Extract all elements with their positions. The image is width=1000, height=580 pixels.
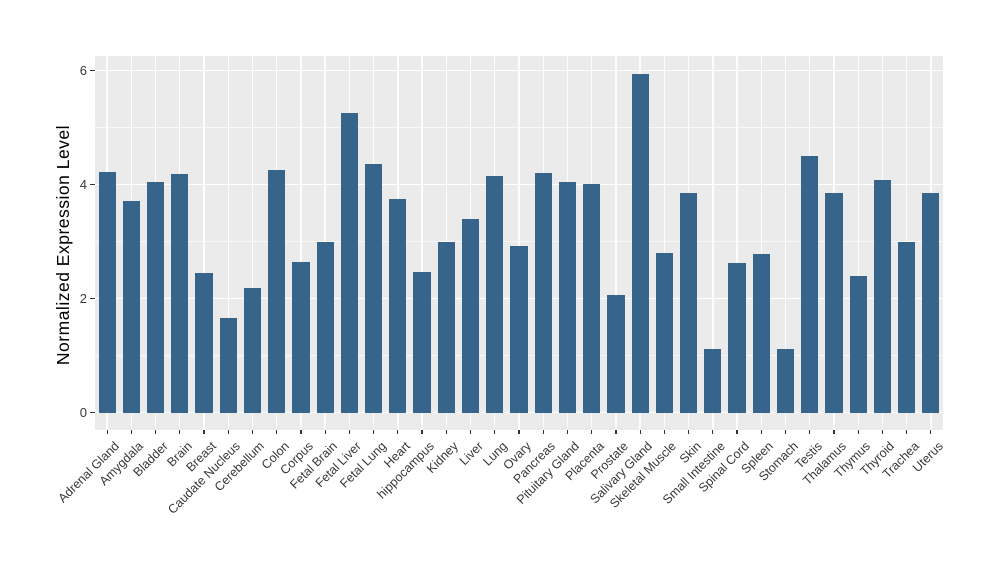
bar: [679, 193, 698, 413]
bar: [583, 183, 601, 413]
x-tick-mark: [736, 430, 738, 434]
bar: [607, 294, 625, 413]
bar: [171, 174, 189, 413]
x-tick-mark: [784, 430, 787, 434]
x-tick-mark: [203, 430, 205, 434]
y-axis-title: Normalized Expression Level: [53, 124, 73, 366]
gridline-vertical: [615, 56, 617, 430]
gridline-vertical: [227, 56, 229, 430]
bar: [98, 172, 116, 413]
bar: [461, 219, 480, 413]
x-tick-mark: [106, 430, 108, 434]
bar: [510, 246, 528, 413]
x-tick-mark: [688, 430, 690, 434]
bar: [292, 262, 310, 413]
y-tick-mark: [90, 184, 95, 186]
x-tick-mark: [397, 430, 399, 434]
x-tick-mark: [906, 430, 908, 434]
y-tick-label: 4: [79, 176, 87, 192]
x-tick-mark: [227, 430, 229, 434]
gridline-vertical: [784, 56, 787, 430]
bar: [801, 155, 819, 413]
bar: [631, 74, 649, 413]
x-tick-mark: [373, 430, 375, 434]
bar: [558, 181, 577, 413]
x-tick-mark: [881, 430, 884, 434]
x-tick-mark: [760, 430, 762, 434]
bar: [243, 287, 262, 413]
bar: [704, 349, 722, 413]
gridline-vertical: [300, 56, 302, 430]
x-tick-mark: [324, 430, 326, 434]
x-tick-mark: [615, 430, 617, 434]
x-tick-mark: [566, 430, 569, 434]
gridline-vertical: [663, 56, 666, 430]
gridline-vertical: [518, 56, 520, 430]
x-tick-mark: [179, 430, 181, 434]
x-tick-mark: [276, 430, 278, 434]
gridline-vertical: [421, 56, 423, 430]
x-tick-mark: [591, 430, 593, 434]
bar: [389, 198, 407, 413]
bar: [316, 242, 334, 413]
x-tick-mark: [663, 430, 665, 434]
bar: [219, 317, 237, 413]
gridline-vertical: [712, 56, 714, 430]
x-tick-mark: [494, 430, 496, 434]
gridline-vertical: [760, 56, 762, 430]
bar: [122, 200, 140, 413]
x-tick-mark: [857, 430, 859, 434]
bar: [776, 349, 795, 413]
bar: [195, 273, 213, 413]
x-tick-mark: [300, 430, 302, 434]
bar: [728, 262, 746, 413]
x-tick-mark: [348, 430, 350, 434]
y-tick-mark: [90, 70, 95, 72]
y-tick-label: 0: [79, 404, 87, 420]
bar: [486, 175, 504, 413]
plot-panel: [95, 56, 943, 430]
x-tick-mark: [809, 430, 811, 434]
bar: [340, 112, 358, 413]
x-tick-mark: [712, 430, 714, 434]
y-tick-mark: [90, 298, 95, 300]
gridline-vertical: [251, 56, 254, 430]
x-tick-mark: [251, 430, 254, 434]
bar: [268, 170, 286, 413]
bar: [413, 272, 431, 413]
x-tick-mark: [154, 430, 157, 434]
bar: [825, 193, 843, 413]
bar: [146, 181, 165, 413]
bar: [655, 252, 673, 413]
bar: [752, 253, 770, 413]
bar: [849, 275, 867, 413]
x-tick-mark: [518, 430, 520, 434]
x-tick-mark: [833, 430, 835, 434]
bar: [898, 242, 916, 413]
gridline-vertical: [203, 56, 205, 430]
gridline-vertical: [736, 56, 738, 430]
bar: [365, 164, 383, 413]
x-tick-mark: [930, 430, 932, 434]
y-tick-label: 6: [79, 62, 87, 78]
bar: [873, 180, 891, 413]
x-tick-mark: [469, 430, 472, 434]
gridline-vertical: [857, 56, 859, 430]
y-tick-label: 2: [79, 290, 87, 306]
bar: [534, 172, 552, 413]
x-tick-mark: [421, 430, 423, 434]
x-tick-mark: [542, 430, 544, 434]
x-tick-mark: [130, 430, 132, 434]
y-tick-mark: [90, 412, 95, 414]
bar: [437, 242, 455, 413]
bar: [922, 193, 940, 413]
x-tick-mark: [445, 430, 447, 434]
x-tick-mark: [639, 430, 641, 434]
